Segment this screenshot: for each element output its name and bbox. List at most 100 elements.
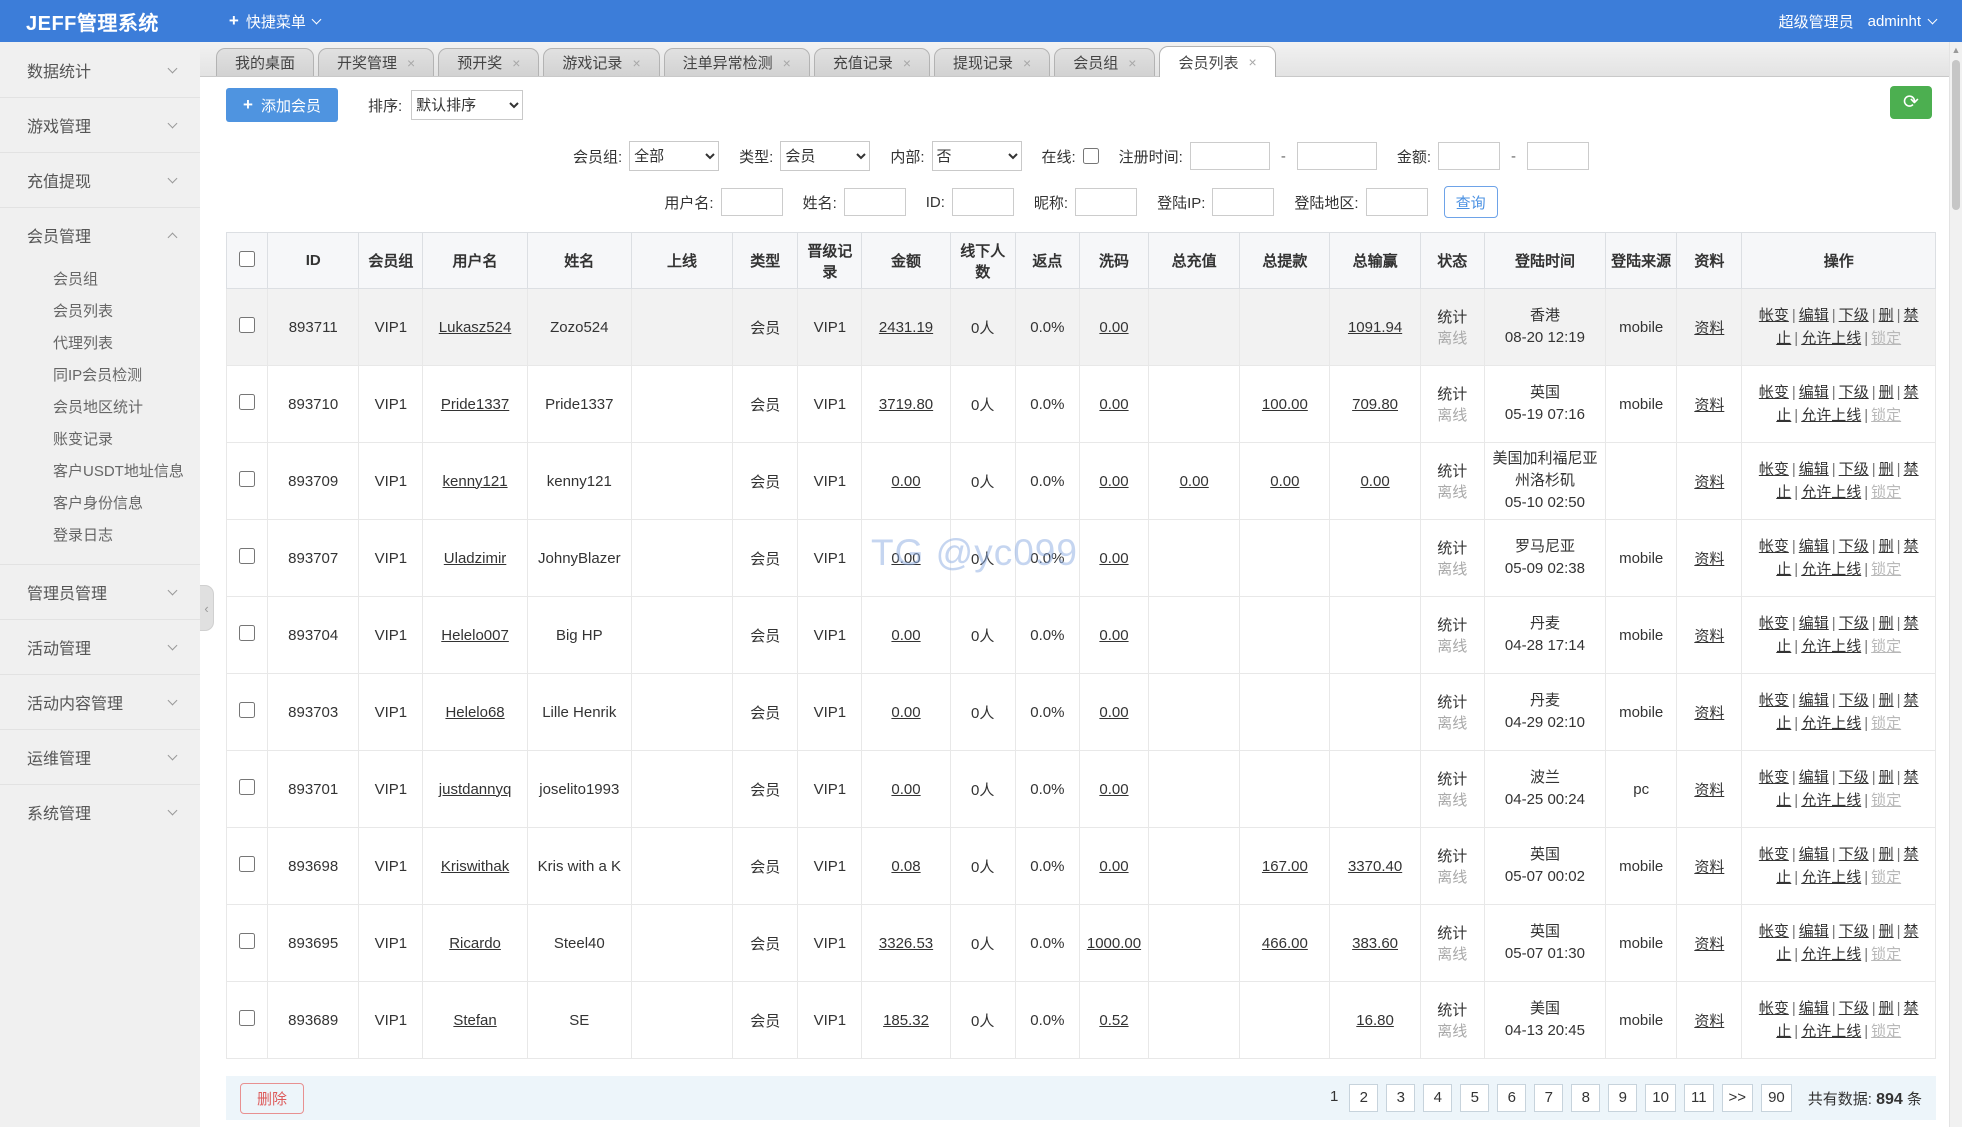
status-stat-link[interactable]: 统计 xyxy=(1437,309,1468,326)
op-下级[interactable]: 下级 xyxy=(1838,460,1869,478)
status-stat-link[interactable]: 统计 xyxy=(1437,1002,1468,1019)
close-icon[interactable]: × xyxy=(1248,54,1257,70)
op-编辑[interactable]: 编辑 xyxy=(1798,691,1829,709)
cell-balance-link[interactable]: 2431.19 xyxy=(878,318,934,336)
member-group-select[interactable]: 全部 xyxy=(629,141,720,171)
row-checkbox[interactable] xyxy=(239,856,256,872)
row-checkbox[interactable] xyxy=(239,394,256,410)
close-icon[interactable]: × xyxy=(1128,54,1137,71)
page-button-6[interactable]: 6 xyxy=(1497,1084,1527,1112)
regtime-from-input[interactable] xyxy=(1189,142,1270,170)
op-下级[interactable]: 下级 xyxy=(1838,614,1869,632)
name-input[interactable] xyxy=(843,188,906,216)
amount-to-input[interactable] xyxy=(1527,142,1590,170)
sidebar-section-游戏管理[interactable]: 游戏管理 xyxy=(0,97,200,152)
op-帐变[interactable]: 帐变 xyxy=(1758,922,1789,940)
sidebar-section-活动内容管理[interactable]: 活动内容管理 xyxy=(0,674,200,729)
op-禁止[interactable]: 禁止 xyxy=(1776,999,1919,1040)
op-帐变[interactable]: 帐变 xyxy=(1758,691,1789,709)
op-帐变[interactable]: 帐变 xyxy=(1758,460,1789,478)
sidebar-section-会员管理[interactable]: 会员管理 xyxy=(0,207,200,262)
op-删[interactable]: 删 xyxy=(1878,845,1894,863)
cell-profile-link-link[interactable]: 资料 xyxy=(1694,1012,1725,1030)
cell-profile-link-link[interactable]: 资料 xyxy=(1694,396,1725,414)
sidebar-item-同IP会员检测[interactable]: 同IP会员检测 xyxy=(53,367,143,384)
sidebar-section-系统管理[interactable]: 系统管理 xyxy=(0,784,200,839)
op-禁止[interactable]: 禁止 xyxy=(1776,383,1919,424)
cell-total-winloss-link[interactable]: 16.80 xyxy=(1356,1011,1394,1029)
op-禁止[interactable]: 禁止 xyxy=(1776,691,1919,732)
cell-washcode-link[interactable]: 0.00 xyxy=(1099,472,1129,490)
op-删[interactable]: 删 xyxy=(1878,460,1894,478)
page-button-3[interactable]: 3 xyxy=(1386,1084,1416,1112)
sidebar-section-活动管理[interactable]: 活动管理 xyxy=(0,619,200,674)
op-下级[interactable]: 下级 xyxy=(1838,922,1869,940)
cell-total-winloss-link[interactable]: 709.80 xyxy=(1352,395,1399,413)
page-button->>[interactable]: >> xyxy=(1721,1084,1754,1112)
op-下级[interactable]: 下级 xyxy=(1838,537,1869,555)
delete-button[interactable]: 删除 xyxy=(240,1082,305,1114)
op-删[interactable]: 删 xyxy=(1878,922,1894,940)
page-button-7[interactable]: 7 xyxy=(1534,1084,1564,1112)
cell-profile-link-link[interactable]: 资料 xyxy=(1694,550,1725,568)
login-area-input[interactable] xyxy=(1365,188,1428,216)
sidebar-item-账变记录[interactable]: 账变记录 xyxy=(53,431,114,448)
tab-开奖管理[interactable]: 开奖管理 × xyxy=(318,48,435,76)
sidebar-item-登录日志[interactable]: 登录日志 xyxy=(53,527,114,544)
op-允许上线[interactable]: 允许上线 xyxy=(1801,638,1862,655)
op-删[interactable]: 删 xyxy=(1878,614,1894,632)
close-icon[interactable]: × xyxy=(407,54,416,71)
scrollbar[interactable]: ▲ xyxy=(1949,42,1962,1127)
close-icon[interactable]: × xyxy=(782,54,791,71)
cell-username-link[interactable]: Helelo007 xyxy=(441,626,509,644)
cell-balance-link[interactable]: 3326.53 xyxy=(878,934,934,952)
page-button-90[interactable]: 90 xyxy=(1761,1084,1792,1112)
op-允许上线[interactable]: 允许上线 xyxy=(1801,1023,1862,1040)
row-checkbox[interactable] xyxy=(239,471,256,487)
tab-我的桌面[interactable]: 我的桌面 xyxy=(216,48,315,76)
op-允许上线[interactable]: 允许上线 xyxy=(1801,869,1862,886)
op-下级[interactable]: 下级 xyxy=(1838,768,1869,786)
sort-select[interactable]: 默认排序 xyxy=(411,90,524,120)
online-checkbox[interactable] xyxy=(1082,148,1099,164)
cell-username-link[interactable]: Uladzimir xyxy=(443,549,507,567)
op-编辑[interactable]: 编辑 xyxy=(1798,383,1829,401)
op-帐变[interactable]: 帐变 xyxy=(1758,537,1789,555)
row-checkbox[interactable] xyxy=(239,317,256,333)
tab-充值记录[interactable]: 充值记录 × xyxy=(813,48,931,76)
cell-profile-link-link[interactable]: 资料 xyxy=(1694,935,1725,953)
sidebar-section-充值提现[interactable]: 充值提现 xyxy=(0,152,200,207)
id-input[interactable] xyxy=(951,188,1014,216)
op-帐变[interactable]: 帐变 xyxy=(1758,999,1789,1017)
user-menu[interactable]: adminht xyxy=(1868,13,1938,30)
cell-total-winloss-link[interactable]: 0.00 xyxy=(1360,472,1390,490)
status-stat-link[interactable]: 统计 xyxy=(1437,771,1468,788)
cell-washcode-link[interactable]: 1000.00 xyxy=(1086,934,1142,952)
op-帐变[interactable]: 帐变 xyxy=(1758,768,1789,786)
sidebar-section-数据统计[interactable]: 数据统计 xyxy=(0,42,200,97)
op-编辑[interactable]: 编辑 xyxy=(1798,537,1829,555)
cell-balance-link[interactable]: 185.32 xyxy=(883,1011,929,1029)
page-button-8[interactable]: 8 xyxy=(1571,1084,1601,1112)
cell-username-link[interactable]: Lukasz524 xyxy=(438,318,512,336)
tab-会员组[interactable]: 会员组 × xyxy=(1054,48,1156,76)
internal-select[interactable]: 否 xyxy=(931,141,1022,171)
cell-washcode-link[interactable]: 0.00 xyxy=(1099,549,1129,567)
search-button[interactable]: 查询 xyxy=(1443,186,1498,218)
op-编辑[interactable]: 编辑 xyxy=(1798,306,1829,324)
close-icon[interactable]: × xyxy=(1023,54,1032,71)
page-button-10[interactable]: 10 xyxy=(1645,1084,1676,1112)
cell-total-withdraw-link[interactable]: 100.00 xyxy=(1261,395,1308,413)
add-member-button[interactable]: + 添加会员 xyxy=(226,88,338,122)
tab-会员列表[interactable]: 会员列表 × xyxy=(1159,46,1276,77)
cell-total-winloss-link[interactable]: 1091.94 xyxy=(1347,318,1403,336)
op-删[interactable]: 删 xyxy=(1878,999,1894,1017)
op-删[interactable]: 删 xyxy=(1878,306,1894,324)
cell-balance-link[interactable]: 0.00 xyxy=(891,703,921,721)
username-input[interactable] xyxy=(720,188,783,216)
cell-balance-link[interactable]: 3719.80 xyxy=(878,395,934,413)
row-checkbox[interactable] xyxy=(239,625,256,641)
op-删[interactable]: 删 xyxy=(1878,383,1894,401)
op-禁止[interactable]: 禁止 xyxy=(1776,306,1919,347)
op-允许上线[interactable]: 允许上线 xyxy=(1801,484,1862,501)
